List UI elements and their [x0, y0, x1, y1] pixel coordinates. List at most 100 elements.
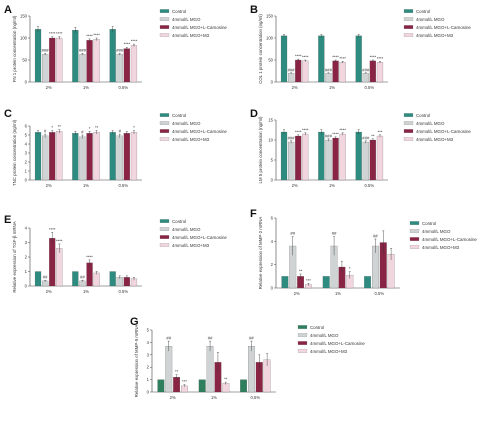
- bar-a-2-0: [109, 29, 116, 83]
- legend-label: 4mmol/L MGO+L-Carnosine: [172, 235, 227, 240]
- x-tick-label: 1%: [211, 395, 217, 400]
- y-tick-label: 3: [25, 151, 28, 156]
- panel-letter: C: [4, 108, 12, 120]
- panel-letter: E: [4, 214, 11, 226]
- legend-label: 4mmol/L MGO: [172, 121, 201, 126]
- y-tick-label: 1: [25, 269, 28, 274]
- significance-mark: ##: [332, 231, 337, 236]
- legend-swatch: [403, 9, 414, 13]
- bar-g-2-1: [248, 346, 255, 393]
- y-tick-label: 4: [271, 239, 274, 244]
- panel-c: C 0 1 2 3 4 5 6 TNC protein concentration (ng/ml…: [4, 108, 227, 188]
- panel-letter: A: [4, 4, 12, 16]
- panel-letter: B: [250, 4, 258, 16]
- significance-mark: ##: [80, 275, 85, 280]
- legend-swatch: [159, 243, 170, 247]
- legend-label: 4mmol/L MGO: [310, 333, 339, 338]
- bar-d-1-3: [339, 133, 346, 181]
- legend-swatch: [159, 219, 170, 223]
- legend-swatch: [159, 17, 170, 21]
- bar-g-1-0: [198, 379, 206, 393]
- significance-mark: ###: [325, 67, 333, 72]
- significance-mark: ****: [339, 127, 346, 132]
- bar-c-2-2: [123, 133, 130, 181]
- y-tick-label: 10: [268, 138, 273, 143]
- significance-mark: ****: [377, 56, 384, 61]
- y-tick-label: 4: [147, 340, 150, 345]
- legend-label: 4mmol/L MGO+M3: [416, 33, 454, 38]
- y-tick-label: 5: [271, 158, 274, 163]
- bar-b-2-3: [376, 62, 384, 83]
- panel-e: E 0 1 2 3 4 Relative expression of TGF-β mRNA #…: [4, 214, 227, 294]
- legend-swatch: [297, 341, 308, 345]
- bar-e-1-1: [79, 280, 86, 287]
- legend-swatch: [159, 227, 170, 231]
- bar-b-0-3: [302, 60, 309, 83]
- significance-mark: ###: [362, 135, 370, 140]
- legend-label: 4mmol/L MGO+L-Carnosine: [172, 129, 227, 134]
- legend-swatch: [159, 235, 170, 239]
- y-tick-label: 1: [25, 169, 28, 174]
- significance-mark: #: [44, 129, 47, 134]
- significance-mark: ###: [288, 67, 296, 72]
- bar-d-0-2: [295, 135, 302, 181]
- y-tick-label: 0: [25, 284, 28, 289]
- legend-swatch: [159, 25, 170, 29]
- legend-swatch: [403, 137, 414, 141]
- bar-b-0-2: [295, 59, 302, 83]
- y-axis-label: TNC protein concentration (ng/ml): [12, 119, 17, 186]
- bar-b-2-0: [355, 35, 362, 83]
- x-tick-label: 0.5%: [119, 85, 129, 90]
- bar-c-2-3: [130, 132, 138, 181]
- y-tick-label: 150: [266, 14, 274, 19]
- bar-c-0-3: [56, 131, 63, 181]
- legend-label: Control: [172, 9, 186, 14]
- significance-mark: ###: [325, 133, 333, 138]
- significance-mark: *: [51, 125, 53, 130]
- x-tick-label: 1%: [335, 291, 341, 296]
- y-tick-label: 4: [25, 226, 28, 231]
- y-tick-label: 0: [271, 178, 274, 183]
- bar-b-1-0: [318, 35, 325, 83]
- x-tick-label: 1%: [83, 289, 89, 294]
- significance-mark: **: [224, 377, 228, 382]
- y-tick-label: 5: [25, 133, 28, 138]
- legend-swatch: [403, 129, 414, 133]
- significance-mark: ****: [302, 55, 309, 60]
- bar-a-1-0: [72, 29, 79, 83]
- significance-mark: ***: [306, 278, 311, 283]
- significance-mark: ****: [339, 56, 346, 61]
- bar-b-0-0: [280, 35, 288, 83]
- panel-letter: D: [250, 108, 258, 120]
- legend-label: 4mmol/L MGO+M3: [172, 243, 210, 248]
- legend-label: 4mmol/L MGO+M3: [172, 137, 210, 142]
- legend-swatch: [297, 325, 308, 329]
- bar-g-2-0: [240, 379, 247, 393]
- y-tick-label: 1: [147, 377, 150, 382]
- legend-swatch: [409, 237, 420, 241]
- bar-a-0-2: [49, 37, 56, 83]
- bar-e-0-1: [42, 280, 49, 287]
- y-axis-label: LM 5 protein concentration (ng/ml): [258, 116, 263, 183]
- legend-label: Control: [172, 219, 186, 224]
- bar-d-2-0: [355, 131, 362, 181]
- legend-label: 4mmol/L MGO+L-Carnosine: [416, 25, 471, 30]
- y-axis-label: FN 1 protein concentration (ng/ml): [12, 15, 17, 82]
- bar-a-1-1: [79, 54, 86, 83]
- y-tick-label: 150: [20, 14, 28, 19]
- panel-f: F 0 2 4 6 Relative expression of MMP-2 mRNA ##…: [250, 208, 477, 296]
- y-tick-label: 6: [271, 216, 274, 221]
- x-tick-label: 0.5%: [365, 183, 375, 188]
- bar-b-0-1: [288, 73, 295, 83]
- legend-label: 4mmol/L MGO+M3: [416, 137, 454, 142]
- legend-swatch: [159, 137, 170, 141]
- significance-mark: *: [349, 266, 351, 271]
- legend-swatch: [159, 129, 170, 133]
- legend-label: Control: [416, 9, 430, 14]
- significance-mark: *: [133, 125, 135, 130]
- significance-mark: ****: [49, 31, 56, 36]
- significance-mark: ****: [56, 238, 63, 243]
- y-tick-label: 100: [266, 36, 274, 41]
- y-axis-label: Relative expression of TGF-β mRNA: [12, 221, 17, 292]
- significance-mark: ***: [378, 129, 383, 134]
